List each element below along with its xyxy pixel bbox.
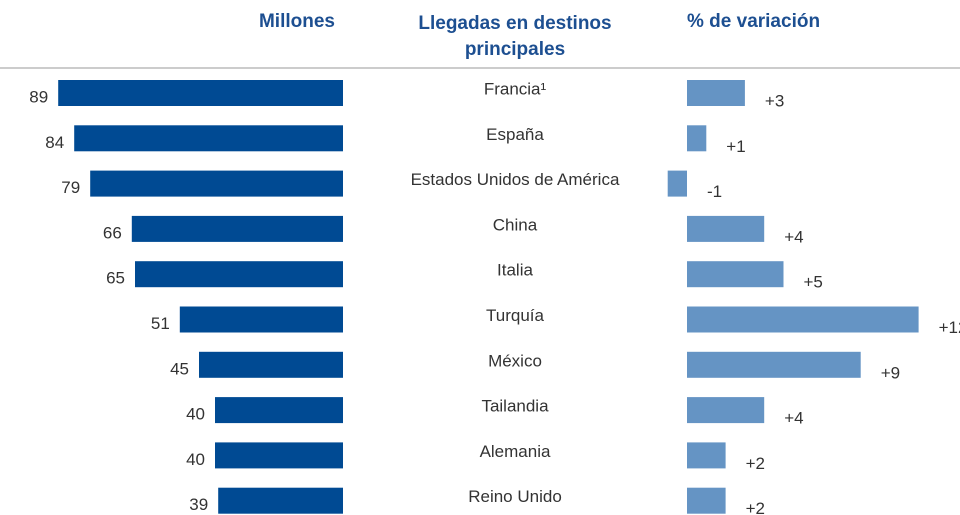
value-label: -1 (707, 182, 722, 201)
bar (687, 351, 861, 378)
value-label: 51 (151, 314, 170, 333)
bar (687, 442, 726, 469)
category-label: México (488, 351, 542, 370)
bar (215, 442, 343, 469)
category-label: Turquía (486, 306, 545, 325)
category-label: Reino Unido (468, 487, 562, 506)
value-label: 66 (103, 223, 122, 242)
bar (687, 215, 765, 242)
category-label: China (493, 215, 538, 234)
category-label: Tailandia (481, 397, 549, 416)
bar (135, 261, 343, 288)
bar (74, 125, 343, 152)
value-label: +5 (804, 273, 823, 292)
bar (687, 487, 726, 514)
bar (218, 487, 343, 514)
value-label: +2 (746, 454, 765, 473)
right-title: % de variación (687, 11, 820, 32)
value-label: 40 (186, 450, 205, 469)
left-title: Millones (259, 11, 335, 32)
bar (667, 170, 687, 197)
bar (687, 306, 919, 333)
value-label: +9 (881, 363, 900, 382)
bar (58, 80, 343, 106)
category-label: Estados Unidos de América (411, 170, 620, 189)
bar (199, 351, 343, 378)
value-label: 89 (29, 87, 48, 106)
value-label: 39 (189, 495, 208, 514)
value-label: +4 (784, 409, 803, 428)
value-label: 65 (106, 269, 125, 288)
bar (215, 397, 343, 424)
value-label: +12 (939, 318, 960, 337)
bar (131, 215, 343, 242)
bar (179, 306, 343, 333)
bar (687, 397, 765, 424)
bar (687, 125, 707, 152)
value-label: 40 (186, 405, 205, 424)
value-label: +2 (746, 499, 765, 515)
bar (687, 80, 745, 106)
category-label: Alemania (480, 442, 551, 461)
bar (90, 170, 343, 197)
value-label: +4 (784, 227, 803, 246)
value-label: +3 (765, 91, 784, 110)
value-label: 45 (170, 359, 189, 378)
category-label: Francia¹ (484, 79, 547, 98)
category-label: España (486, 125, 544, 144)
bar (687, 261, 784, 288)
value-label: +1 (726, 137, 745, 156)
value-label: 84 (45, 133, 64, 152)
category-title: Llegadas en destinos principales (418, 13, 612, 60)
category-label: Italia (497, 261, 533, 280)
value-label: 79 (61, 178, 80, 197)
